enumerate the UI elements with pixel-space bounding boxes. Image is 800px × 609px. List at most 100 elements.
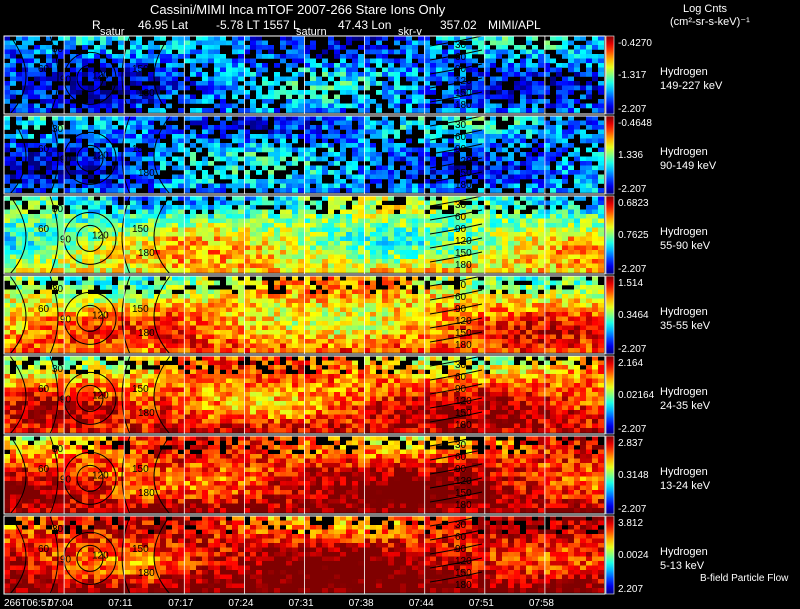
contour-label: 120	[92, 470, 109, 481]
species-label: Hydrogen	[660, 466, 708, 478]
contour-label: 120	[92, 70, 109, 81]
institution-label: MIMI/APL	[488, 18, 541, 32]
pitch-angle-contour	[76, 64, 104, 92]
pitch-angle-contour	[49, 195, 59, 275]
x-tick-label: 07:51	[468, 598, 494, 609]
contour-label: 90	[60, 474, 72, 485]
contour-label: 180	[138, 488, 155, 499]
contour-label: 180	[455, 340, 472, 351]
contour-label: 150	[455, 408, 472, 419]
overlay-event-label: saturn	[296, 26, 327, 38]
contour-label: 150	[455, 328, 472, 339]
pitch-angle-contour	[429, 209, 483, 221]
x-tick-label: 266T06:57	[4, 598, 52, 609]
contour-label: 150	[455, 88, 472, 99]
latitude-readout: 46.95 Lat	[138, 18, 189, 32]
pitch-angle-contour	[429, 355, 483, 367]
contour-label: 90	[60, 154, 72, 165]
contour-label: 30	[52, 444, 64, 455]
energy-range-label: 90-149 keV	[660, 160, 717, 172]
pitch-angle-contour	[121, 115, 131, 195]
pitch-angle-contour	[49, 35, 59, 115]
pitch-angle-contour	[121, 355, 131, 435]
energy-range-label: 149-227 keV	[660, 80, 723, 92]
contour-label: 150	[132, 304, 149, 315]
pitch-angle-contour	[429, 171, 483, 183]
pitch-angle-contour	[153, 275, 171, 355]
contour-label: 60	[455, 372, 467, 383]
panel-frame	[3, 35, 606, 115]
contour-label: 150	[132, 544, 149, 555]
colorbar-max-label: 2.164	[618, 358, 644, 369]
pitch-angle-contour	[9, 195, 27, 275]
contour-label: 120	[92, 550, 109, 561]
x-tick-label: 07:11	[108, 598, 133, 609]
segment-readout: 357.02	[440, 18, 477, 32]
pitch-angle-contour	[9, 515, 27, 595]
panel-frame	[3, 275, 606, 355]
contour-label: 90	[60, 394, 72, 405]
colorbar	[605, 355, 615, 435]
pitch-angle-contour	[429, 237, 483, 249]
species-label: Hydrogen	[660, 146, 708, 158]
contour-label: 150	[455, 248, 472, 259]
colorbar-mid-label: 0.7625	[618, 230, 649, 241]
colorbar-min-label: -2.207	[618, 264, 647, 275]
contour-label: 60	[38, 144, 50, 155]
contour-label: 180	[138, 88, 155, 99]
energy-range-label: 24-35 keV	[660, 400, 711, 412]
contour-label: 150	[132, 464, 149, 475]
pitch-angle-contour	[429, 275, 483, 287]
contour-label: 150	[132, 384, 149, 395]
colorbar-min-label: 2.207	[618, 584, 644, 595]
contour-label: 120	[455, 316, 472, 327]
pitch-angle-contour	[76, 224, 104, 252]
overlay-event-label: skr-v	[398, 26, 422, 38]
contour-label: 90	[60, 234, 72, 245]
contour-label: 90	[60, 554, 72, 565]
longitude-readout: 47.43 Lon	[338, 18, 392, 32]
contour-label: 60	[38, 304, 50, 315]
contour-label: 60	[455, 212, 467, 223]
contour-label: 150	[455, 568, 472, 579]
contour-label: 120	[92, 390, 109, 401]
contour-label: 60	[38, 224, 50, 235]
x-tick-label: 07:44	[408, 598, 434, 609]
contour-label: 60	[38, 64, 50, 75]
contour-label: 150	[132, 144, 149, 155]
pitch-angle-contour	[9, 275, 27, 355]
contour-label: 30	[52, 204, 64, 215]
colorbar-mid-label: 0.3148	[618, 470, 649, 481]
colorbar-max-label: 0.6823	[618, 198, 649, 209]
pitch-angle-contour	[9, 435, 27, 515]
pitch-angle-contour	[429, 303, 483, 315]
pitch-angle-contour	[9, 35, 27, 115]
chart-title: Cassini/MIMI Inca mTOF 2007-266 Stare Io…	[150, 2, 446, 17]
pitch-angle-contour	[76, 464, 104, 492]
x-tick-label: 07:31	[288, 598, 314, 609]
pitch-angle-contour	[76, 544, 104, 572]
pitch-angle-contour	[429, 369, 483, 381]
contour-label: 30	[455, 440, 467, 451]
colorbar-max-label: -0.4648	[618, 118, 652, 129]
contour-label: 90	[455, 144, 467, 155]
contour-label: 30	[52, 524, 64, 535]
panel-frame	[3, 515, 606, 595]
contour-label: 150	[455, 168, 472, 179]
pitch-angle-contour	[429, 411, 483, 423]
pitch-angle-contour	[429, 251, 483, 263]
x-tick-label: 07:58	[528, 598, 554, 609]
contour-label: 60	[38, 544, 50, 555]
colorbar-min-label: -2.207	[618, 104, 647, 115]
colorbar	[605, 195, 615, 275]
colorbar	[605, 275, 615, 355]
pitch-angle-contour	[49, 355, 59, 435]
pitch-angle-contour	[429, 515, 483, 527]
pitch-angle-contour	[429, 317, 483, 329]
x-tick-label: 07:24	[228, 598, 254, 609]
contour-label: 60	[38, 464, 50, 475]
pitch-angle-contour	[9, 115, 27, 195]
contour-label: 90	[455, 224, 467, 235]
